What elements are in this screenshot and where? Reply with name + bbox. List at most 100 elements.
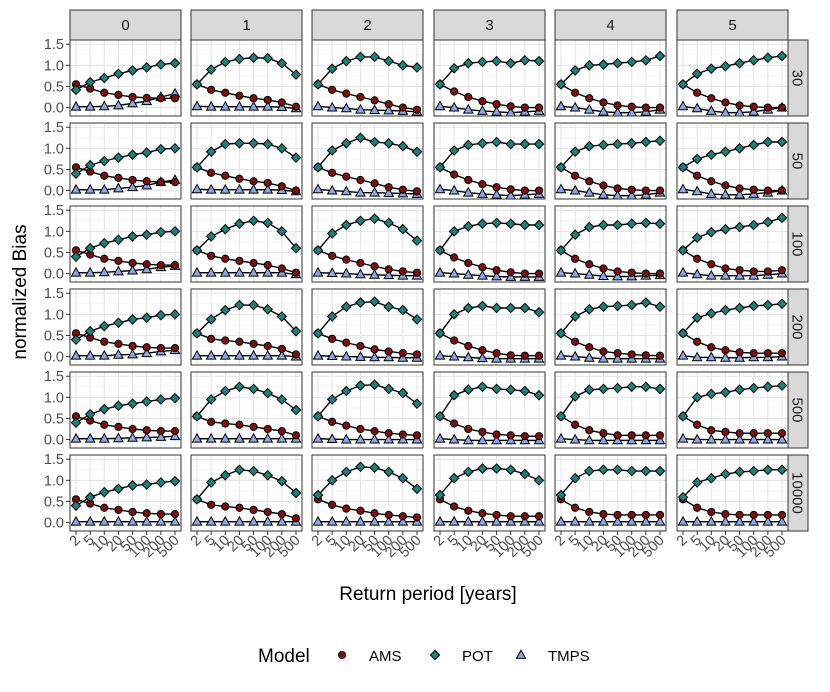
point-pot: [677, 245, 689, 256]
legend-title: Model: [258, 646, 310, 667]
point-ams: [749, 102, 758, 111]
point-pot: [705, 388, 717, 400]
facet-panel: 0.0 0.5 1.0 1.5: [44, 369, 182, 449]
point-pot: [127, 480, 138, 491]
point-ams: [398, 512, 407, 521]
point-tmps: [369, 433, 381, 444]
point-tmps: [191, 266, 203, 277]
point-pot: [169, 309, 181, 320]
legend-item-pot: POT: [429, 648, 493, 665]
point-tmps: [340, 102, 352, 113]
point-tmps: [312, 349, 324, 360]
point-tmps: [569, 350, 581, 361]
point-tmps: [112, 182, 124, 193]
point-ams: [142, 177, 151, 186]
point-tmps: [369, 515, 381, 526]
point-ams: [328, 500, 337, 509]
point-tmps: [312, 432, 324, 443]
point-tmps: [505, 434, 517, 445]
point-pot: [519, 54, 531, 66]
point-tmps: [248, 183, 260, 194]
point-ams: [328, 334, 337, 343]
point-tmps: [448, 101, 460, 112]
point-tmps: [262, 100, 274, 111]
point-ams: [156, 178, 165, 187]
point-pot: [98, 320, 110, 332]
point-tmps: [248, 266, 260, 277]
point-tmps: [383, 269, 395, 280]
point-ams: [506, 431, 515, 440]
point-tmps: [205, 266, 217, 277]
legend-item-tmps: TMPS: [515, 648, 590, 665]
point-tmps: [127, 348, 139, 359]
point-ams: [128, 175, 137, 185]
y-tick-label: 0.5: [44, 411, 64, 427]
point-pot: [127, 65, 138, 76]
point-pot: [705, 63, 717, 75]
point-ams: [749, 185, 758, 194]
point-tmps: [434, 266, 446, 277]
point-ams: [370, 262, 379, 271]
point-ams: [763, 186, 772, 195]
point-pot: [477, 381, 488, 393]
point-ams: [277, 344, 286, 354]
point-ams: [571, 254, 580, 263]
point-tmps: [476, 434, 488, 445]
point-ams: [384, 100, 393, 109]
point-tmps: [476, 352, 488, 363]
point-ams: [263, 341, 272, 351]
point-pot: [369, 296, 380, 307]
point-ams: [693, 171, 702, 180]
point-pot: [434, 162, 446, 173]
point-pot: [640, 136, 652, 148]
point-ams: [263, 261, 272, 270]
point-ams: [342, 504, 351, 513]
point-tmps: [583, 103, 595, 114]
point-pot: [84, 76, 96, 88]
point-pot: [776, 50, 788, 62]
point-tmps: [98, 266, 110, 277]
point-tmps: [369, 104, 381, 114]
point-pot: [219, 385, 231, 397]
point-tmps: [734, 515, 746, 526]
point-pot: [262, 52, 274, 64]
point-ams: [721, 264, 730, 273]
point-tmps: [98, 515, 110, 526]
point-pot: [477, 463, 488, 474]
point-pot: [519, 302, 531, 314]
point-tmps: [691, 515, 703, 526]
point-pot: [691, 312, 703, 324]
point-ams: [613, 267, 622, 276]
point-pot: [326, 311, 338, 322]
row-strip-label: 100: [789, 231, 806, 256]
point-pot: [411, 146, 423, 158]
point-ams: [114, 339, 123, 348]
point-tmps: [640, 515, 652, 526]
point-pot: [569, 229, 581, 241]
point-ams: [370, 345, 379, 354]
point-tmps: [612, 515, 624, 526]
point-pot: [477, 218, 488, 230]
point-ams: [277, 98, 286, 107]
point-tmps: [555, 515, 567, 526]
point-tmps: [734, 269, 746, 280]
point-pot: [519, 138, 531, 150]
facet-panel: 0.0 0.5 1.0 1.5: [44, 37, 182, 117]
point-ams: [114, 422, 123, 431]
point-pot: [776, 136, 788, 148]
point-ams: [478, 509, 487, 518]
point-tmps: [462, 103, 474, 114]
point-tmps: [98, 100, 110, 111]
point-pot: [369, 462, 380, 473]
point-ams: [641, 103, 650, 112]
point-ams: [235, 503, 244, 512]
point-ams: [170, 510, 180, 519]
point-tmps: [462, 186, 474, 197]
row-strip: 100: [786, 205, 809, 283]
point-pot: [491, 55, 502, 67]
point-ams: [693, 503, 702, 512]
legend-key-ams: [337, 650, 347, 660]
point-ams: [450, 170, 459, 179]
